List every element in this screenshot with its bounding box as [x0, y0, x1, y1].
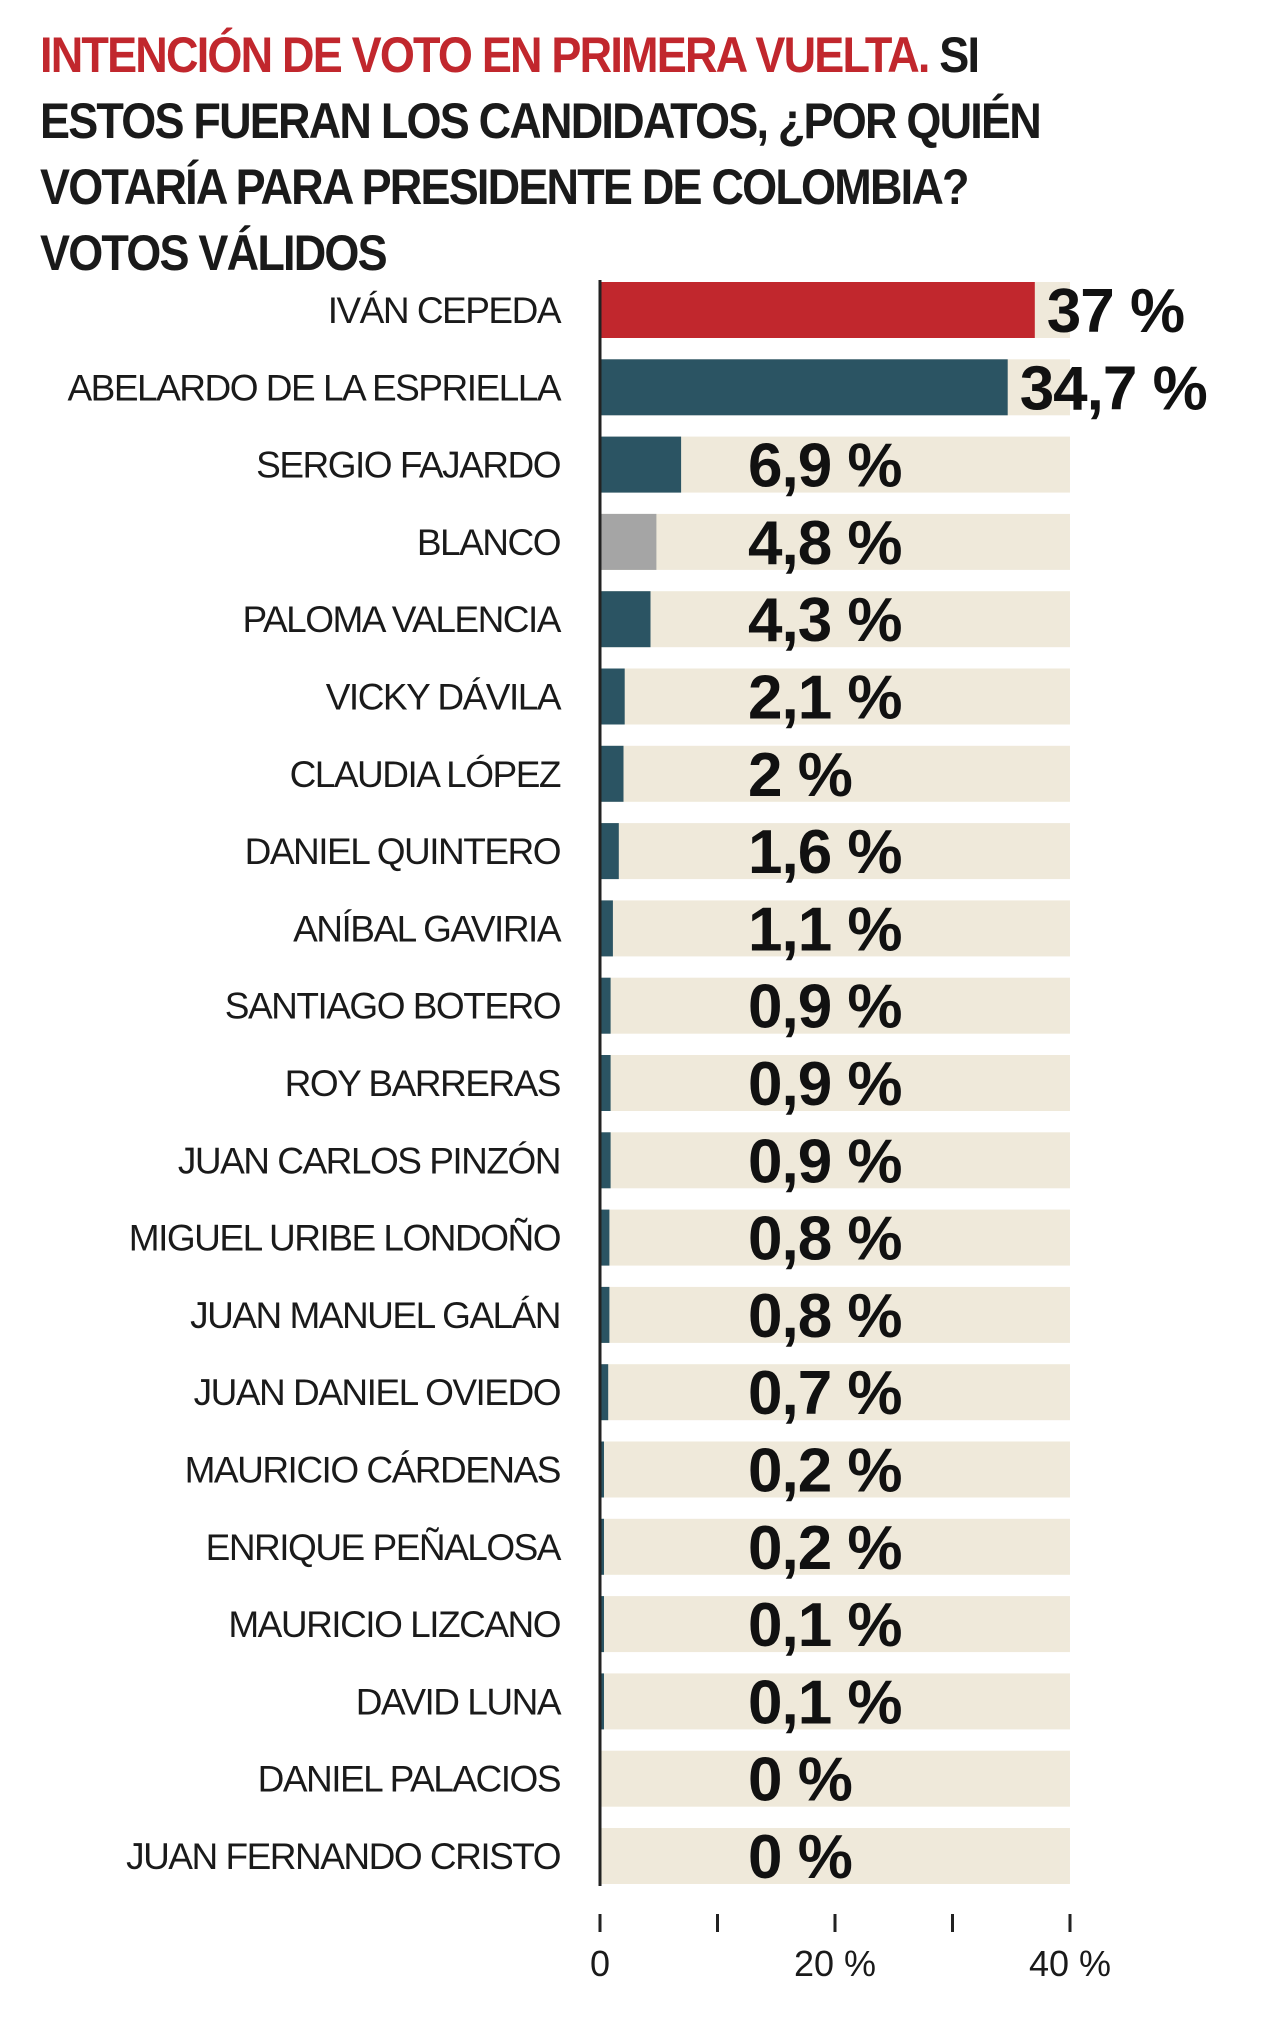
candidate-label: MAURICIO CÁRDENAS — [185, 1450, 560, 1491]
candidate-label: ABELARDO DE LA ESPRIELLA — [67, 367, 561, 408]
bar-track — [600, 1364, 1070, 1421]
bar — [600, 977, 611, 1034]
value-label: 1,1 % — [748, 895, 902, 964]
bar — [600, 1518, 604, 1575]
bar-tracks — [600, 282, 1070, 1884]
bar-track — [600, 1750, 1070, 1807]
value-label: 0 % — [748, 1823, 852, 1892]
candidate-labels: IVÁN CEPEDA ABELARDO DE LA ESPRIELLA SERGI… — [67, 290, 563, 1877]
bar — [600, 359, 1008, 416]
bar — [600, 1055, 611, 1111]
value-label: 1,6 % — [748, 818, 902, 887]
x-tick-label: 20 % — [794, 1943, 876, 1984]
value-label: 0,1 % — [748, 1591, 902, 1660]
bar — [600, 900, 613, 957]
value-label: 0,7 % — [748, 1359, 902, 1428]
candidate-label: JUAN DANIEL OVIEDO — [194, 1372, 561, 1413]
value-label: 0,8 % — [748, 1282, 902, 1351]
bar — [600, 1596, 604, 1653]
value-label: 2 % — [748, 741, 852, 810]
value-label: 0,8 % — [748, 1205, 902, 1274]
candidate-label: VICKY DÁVILA — [326, 677, 562, 718]
candidate-label: DANIEL PALACIOS — [258, 1759, 560, 1800]
value-label: 37 % — [1047, 277, 1184, 346]
candidate-label: JUAN MANUEL GALÁN — [190, 1295, 560, 1336]
bar-track — [600, 1286, 1070, 1343]
bar — [600, 1673, 604, 1730]
chart-title-rest: SI ESTOS FUERAN LOS CANDIDATOS, ¿POR QUI… — [40, 27, 1042, 281]
bar — [600, 1286, 610, 1343]
chart-title-highlight: INTENCIÓN DE VOTO EN PRIMERA VUELTA. — [40, 27, 930, 83]
x-axis: 0 20 % 40 % — [590, 280, 1111, 1984]
bar — [600, 823, 619, 880]
candidate-label: SANTIAGO BOTERO — [225, 986, 561, 1027]
bar-track — [600, 1673, 1070, 1730]
bar-track — [600, 977, 1070, 1034]
bar-track — [600, 1132, 1070, 1189]
value-labels: 37 % 34,7 % 6,9 % 4,8 % 4,3 % 2,1 % 2 % 1,6 % 1,… — [748, 277, 1208, 1892]
x-tick-label: 0 — [590, 1943, 610, 1984]
x-tick-label: 40 % — [1029, 1943, 1111, 1984]
bar-track — [600, 1596, 1070, 1653]
bar-track — [600, 900, 1070, 957]
candidate-label: MIGUEL URIBE LONDOÑO — [129, 1218, 561, 1259]
bar — [600, 282, 1035, 338]
bar — [600, 1441, 604, 1498]
bar-track — [600, 1209, 1070, 1266]
value-label: 4,3 % — [748, 586, 902, 655]
value-label: 6,9 % — [748, 432, 902, 501]
candidate-label: JUAN FERNANDO CRISTO — [126, 1836, 561, 1877]
bar — [600, 436, 682, 493]
bar — [600, 745, 624, 802]
candidate-label: ENRIQUE PEÑALOSA — [206, 1527, 562, 1568]
value-label: 34,7 % — [1020, 354, 1207, 423]
candidate-label: CLAUDIA LÓPEZ — [290, 754, 561, 795]
bar-track — [600, 1441, 1070, 1498]
candidate-label: DANIEL QUINTERO — [245, 831, 561, 872]
candidate-label: DAVID LUNA — [356, 1681, 562, 1722]
bar-track — [600, 668, 1070, 725]
bar-track — [600, 823, 1070, 880]
candidate-label: IVÁN CEPEDA — [328, 290, 562, 331]
value-label: 0,2 % — [748, 1514, 902, 1583]
candidate-label: BLANCO — [417, 522, 561, 563]
candidate-label: ANÍBAL GAVIRIA — [293, 908, 562, 949]
candidate-label: MAURICIO LIZCANO — [228, 1604, 560, 1645]
bar — [600, 513, 657, 570]
bar — [600, 1209, 610, 1266]
bars — [600, 282, 1035, 1730]
value-label: 0 % — [748, 1746, 852, 1815]
value-label: 0,9 % — [748, 1127, 902, 1196]
bar-track — [600, 513, 1070, 570]
value-label: 2,1 % — [748, 664, 902, 733]
bar-track — [600, 591, 1070, 648]
bar-track — [600, 1828, 1070, 1884]
bar-track — [600, 745, 1070, 802]
value-label: 0,9 % — [748, 973, 902, 1042]
value-label: 0,2 % — [748, 1437, 902, 1506]
bar — [600, 1364, 609, 1421]
chart-title: INTENCIÓN DE VOTO EN PRIMERA VUELTA. SI … — [40, 22, 1120, 286]
value-label: 4,8 % — [748, 509, 902, 578]
bar — [600, 668, 625, 725]
candidate-label: PALOMA VALENCIA — [243, 599, 562, 640]
bar-track — [600, 1518, 1070, 1575]
candidate-label: ROY BARRERAS — [285, 1063, 560, 1104]
candidate-label: SERGIO FAJARDO — [256, 445, 561, 486]
value-label: 0,9 % — [748, 1050, 902, 1119]
bar — [600, 1132, 611, 1189]
value-label: 0,1 % — [748, 1668, 902, 1737]
bar — [600, 591, 651, 648]
bar-track — [600, 1055, 1070, 1111]
candidate-label: JUAN CARLOS PINZÓN — [178, 1140, 560, 1181]
